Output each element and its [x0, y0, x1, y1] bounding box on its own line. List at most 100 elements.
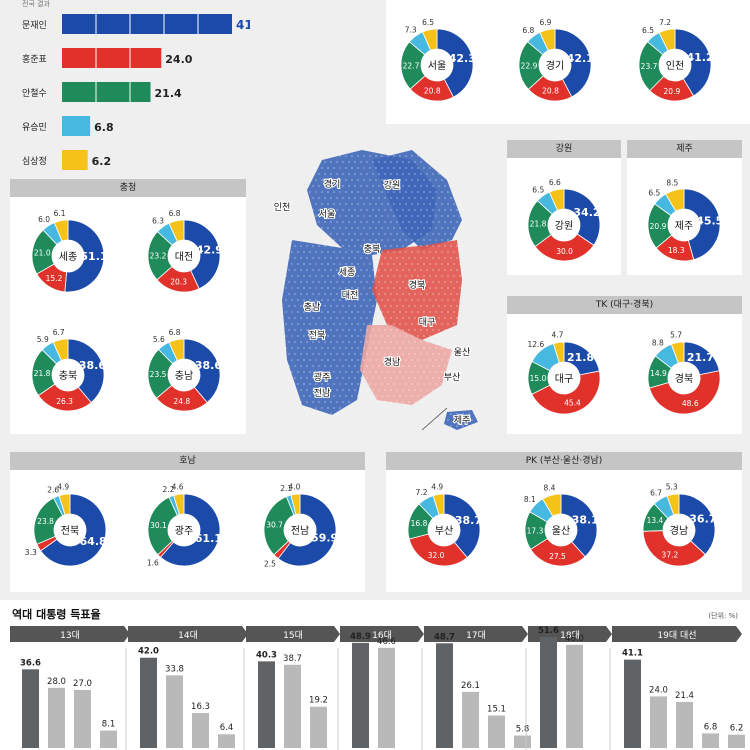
- map-cell: [413, 352, 417, 356]
- map-cell: [407, 280, 411, 284]
- map-cell: [389, 424, 393, 428]
- map-cell: [347, 280, 351, 284]
- map-cell: [296, 250, 300, 254]
- map-cell: [416, 250, 420, 254]
- map-cell: [461, 340, 465, 344]
- history-header: [10, 626, 130, 642]
- map-cell: [464, 418, 468, 422]
- map-cell: [386, 322, 390, 326]
- map-cell: [374, 310, 378, 314]
- map-cell: [341, 340, 345, 344]
- map-cell: [293, 208, 297, 212]
- map-cell: [338, 262, 342, 266]
- map-cell: [305, 160, 309, 164]
- map-cell: [296, 202, 300, 206]
- map-cell: [398, 262, 402, 266]
- map-cell: [401, 208, 405, 212]
- map-cell: [311, 340, 315, 344]
- map-cell: [425, 256, 429, 260]
- map-cell: [380, 394, 384, 398]
- donut-slice-sim: [548, 188, 565, 211]
- map-cell: [362, 154, 366, 158]
- map-cell: [428, 370, 432, 374]
- map-cell: [464, 154, 468, 158]
- map-cell: [401, 424, 405, 428]
- map-cell: [437, 256, 441, 260]
- map-cell: [434, 394, 438, 398]
- map-cell: [428, 418, 432, 422]
- map-cell: [383, 160, 387, 164]
- map-cell: [302, 346, 306, 350]
- map-cell: [284, 394, 288, 398]
- map-cell: [287, 256, 291, 260]
- map-cell: [335, 160, 339, 164]
- history-bar: [140, 657, 157, 748]
- map-cell: [428, 406, 432, 410]
- map-cell: [431, 232, 435, 236]
- map-cell: [470, 298, 474, 302]
- map-cell: [353, 388, 357, 392]
- map-cell: [368, 394, 372, 398]
- map-cell: [365, 208, 369, 212]
- map-cell: [293, 232, 297, 236]
- map-cell: [290, 310, 294, 314]
- map-cell: [371, 316, 375, 320]
- map-cell: [464, 346, 468, 350]
- map-cell: [332, 274, 336, 278]
- map-cell: [377, 328, 381, 332]
- candidate-bar: [62, 82, 151, 102]
- map-cell: [434, 370, 438, 374]
- map-cell: [380, 334, 384, 338]
- map-cell: [419, 328, 423, 332]
- map-cell: [380, 322, 384, 326]
- map-cell: [449, 376, 453, 380]
- map-cell: [308, 286, 312, 290]
- map-cell: [479, 172, 483, 176]
- map-cell: [413, 364, 417, 368]
- map-cell: [377, 280, 381, 284]
- history-bar: [166, 675, 183, 748]
- map-cell: [434, 298, 438, 302]
- history-bar-label: 38.7: [283, 654, 302, 664]
- map-cell: [323, 376, 327, 380]
- map-cell: [326, 178, 330, 182]
- map-cell: [359, 316, 363, 320]
- donut-center: [540, 50, 570, 80]
- map-cell: [470, 406, 474, 410]
- map-cell: [422, 286, 426, 290]
- history-bar: [22, 669, 39, 748]
- map-cell: [350, 214, 354, 218]
- map-cell: [314, 310, 318, 314]
- map-cell: [299, 388, 303, 392]
- map-cell: [413, 172, 417, 176]
- history-bar: [514, 735, 531, 748]
- map-cell: [470, 382, 474, 386]
- map-cell: [428, 298, 432, 302]
- map-cell: [338, 346, 342, 350]
- national-top-label: 전국 결과: [22, 0, 51, 8]
- map-cell: [443, 196, 447, 200]
- map-cell: [371, 232, 375, 236]
- history-bar-label: 24.0: [649, 685, 668, 695]
- map-cell: [473, 256, 477, 260]
- map-cell: [470, 418, 474, 422]
- map-cell: [458, 394, 462, 398]
- map-cell: [425, 364, 429, 368]
- map-cell: [341, 280, 345, 284]
- map-cell: [398, 334, 402, 338]
- map-label: 경기: [324, 178, 341, 190]
- map-cell: [437, 388, 441, 392]
- history-bar-label: 46.6: [377, 637, 396, 647]
- map-cell: [410, 382, 414, 386]
- map-cell: [386, 166, 390, 170]
- map-cell: [473, 388, 477, 392]
- map-cell: [332, 358, 336, 362]
- map-cell: [437, 352, 441, 356]
- map-cell: [317, 196, 321, 200]
- map-cell: [293, 400, 297, 404]
- map-cell: [308, 202, 312, 206]
- map-cell: [287, 364, 291, 368]
- donut-label-ahn: 23.7: [641, 62, 658, 71]
- history-bar-label: 27.0: [73, 679, 92, 689]
